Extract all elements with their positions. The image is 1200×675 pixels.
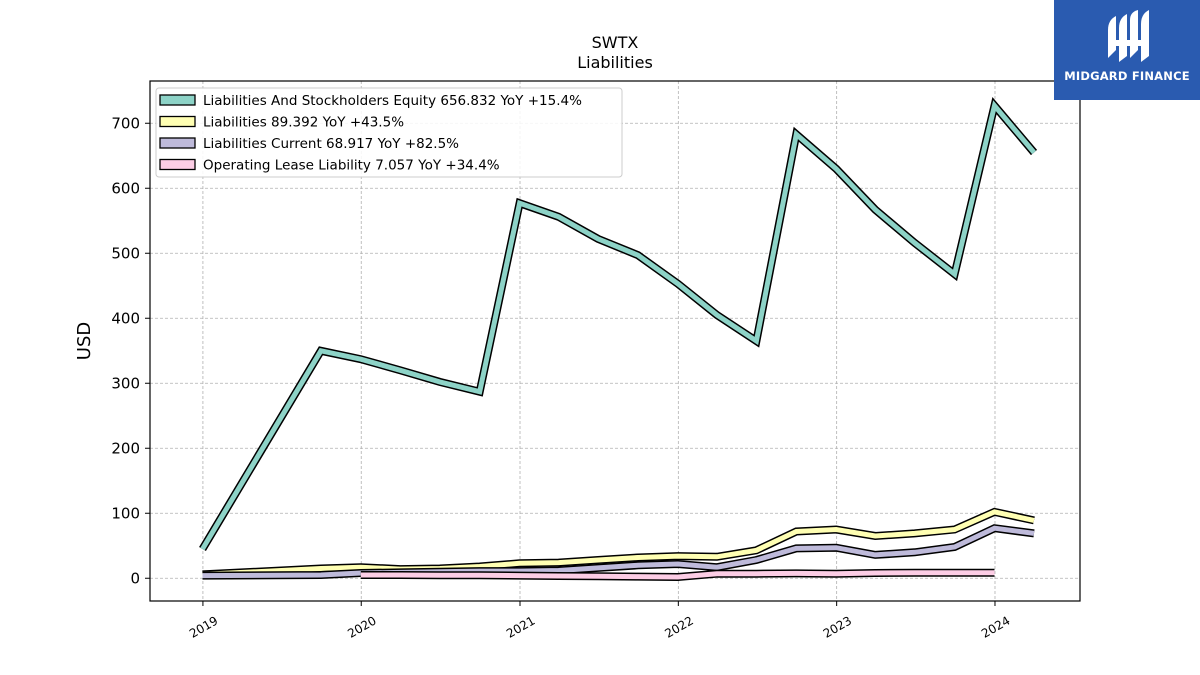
y-tick-label: 100 [111,504,140,522]
legend-entry: Liabilities 89.392 YoY +43.5% [203,115,404,131]
brand-logo: MIDGARD FINANCE [1054,0,1200,100]
legend-swatch [159,158,196,171]
series-layer [199,97,1038,582]
series-line [200,100,1036,551]
chart-subtitle: Liabilities [577,53,653,72]
brand-name: MIDGARD FINANCE [1064,69,1190,83]
grid [150,81,1080,601]
legend-swatch [159,137,196,149]
legend-swatch [159,115,196,128]
y-tick-label: 600 [111,179,140,197]
legend-swatch [159,94,196,106]
y-axis-label: USD [74,322,95,360]
chart-title: SWTX [592,33,639,52]
x-tick-label: 2020 [345,613,378,640]
x-tick-label: 2024 [979,613,1012,640]
legend-box [155,87,623,178]
x-tick-label: 2019 [187,613,220,640]
x-tick-label: 2022 [662,613,695,640]
x-tick-label: 2023 [821,613,854,640]
brand-mark-icon [1108,10,1149,62]
y-tick-label: 0 [130,569,140,587]
y-tick-label: 300 [111,374,140,392]
y-tick-label: 500 [111,244,140,262]
plot-frame [149,80,1081,602]
series-liabilities-and-stockholders-equity [199,97,1038,552]
legend-entry: Liabilities And Stockholders Equity 656.… [203,93,582,109]
legend-entry: Operating Lease Liability 7.057 YoY +34.… [203,158,500,174]
series-operating-lease-liability [360,568,995,582]
legend-entry: Liabilities Current 68.917 YoY +82.5% [203,136,459,152]
y-tick-label: 700 [111,114,140,132]
series-line [360,570,995,580]
x-tick-label: 2021 [504,613,537,640]
y-tick-label: 400 [111,309,140,327]
y-tick-label: 200 [111,439,140,457]
legend: Liabilities And Stockholders Equity 656.… [155,87,623,178]
